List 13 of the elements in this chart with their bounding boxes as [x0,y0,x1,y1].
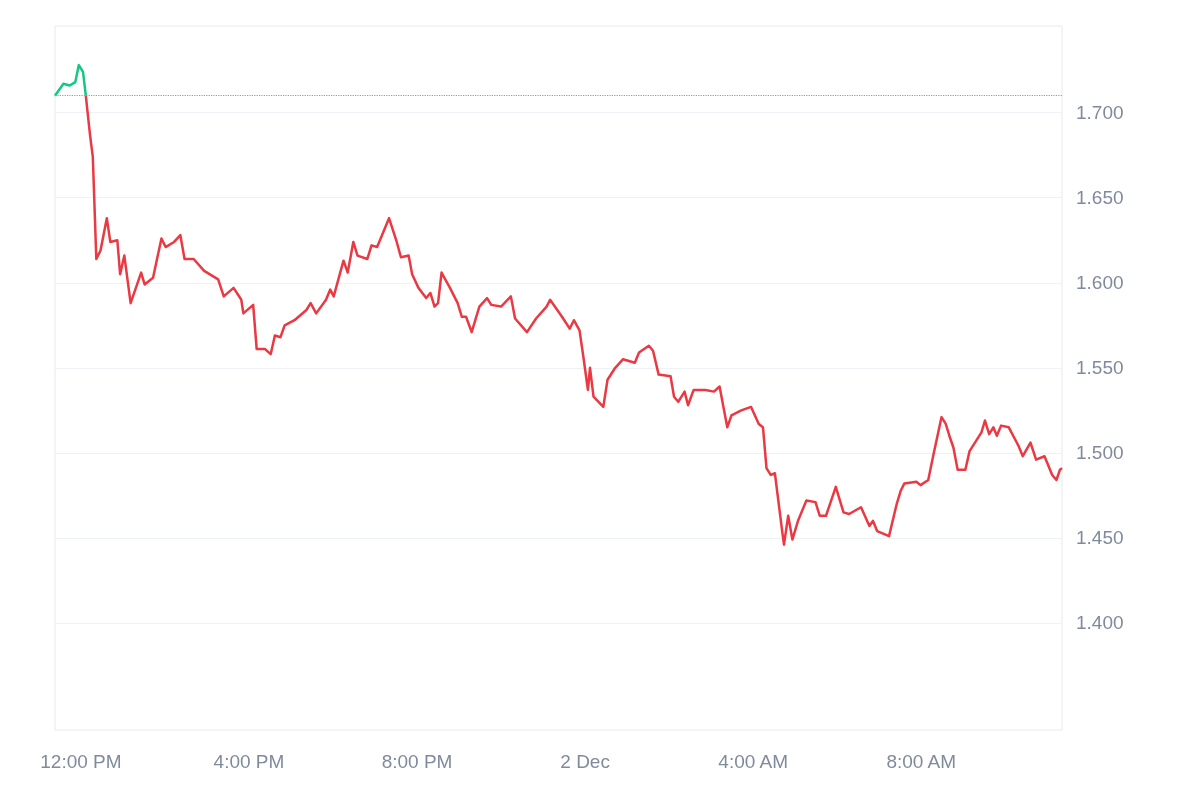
x-tick-label: 8:00 AM [886,751,957,772]
x-tick-label: 4:00 PM [213,751,285,772]
x-tick-label: 12:00 PM [40,751,122,772]
x-tick-label: 8:00 PM [381,751,453,772]
y-tick-label: 1.500 [1076,442,1124,464]
y-tick-label: 1.600 [1076,272,1124,294]
y-tick-label: 1.550 [1076,357,1124,379]
y-tick-label: 1.650 [1076,187,1124,209]
x-tick-label: 2 Dec [560,751,610,772]
y-tick-label: 1.450 [1076,527,1124,549]
x-tick-label: 4:00 AM [718,751,789,772]
y-tick-label: 1.700 [1076,102,1124,124]
y-tick-label: 1.400 [1076,612,1124,634]
